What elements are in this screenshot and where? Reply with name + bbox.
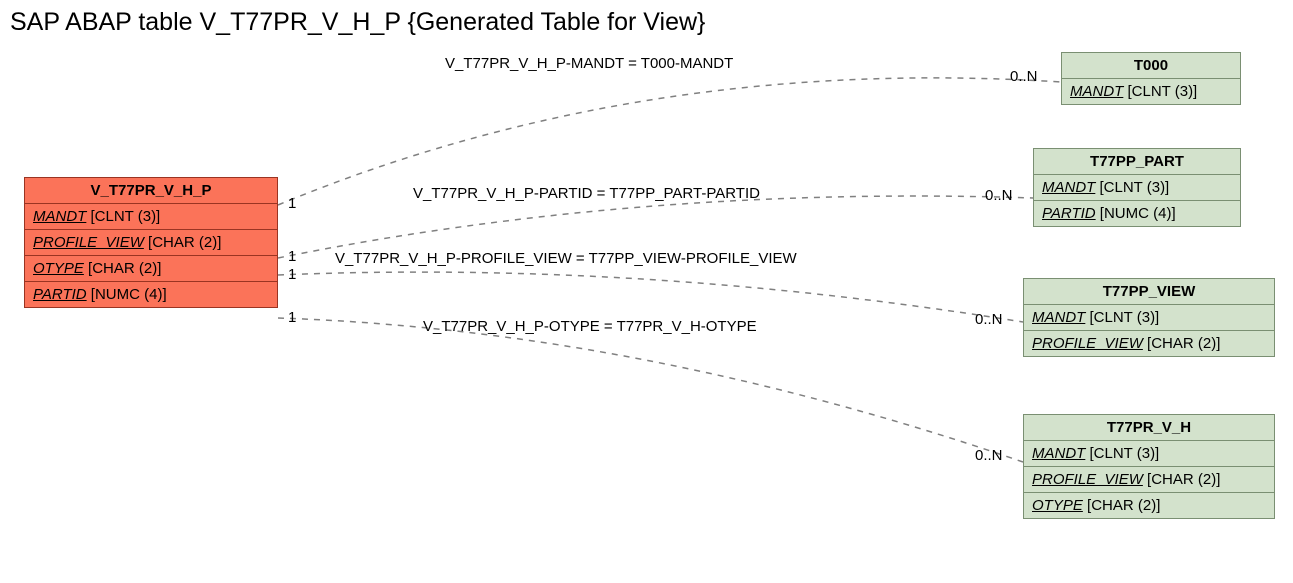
field-type: [CLNT (3)] <box>86 208 160 225</box>
entity-field: PROFILE_VIEW [CHAR (2)] <box>25 230 277 256</box>
field-type: [NUMC (4)] <box>1096 205 1176 222</box>
cardinality-target: 0..N <box>975 447 1003 464</box>
cardinality-source: 1 <box>288 309 296 326</box>
cardinality-source: 1 <box>288 266 296 283</box>
relationship-edge <box>278 318 1023 462</box>
field-name: PROFILE_VIEW <box>33 234 144 251</box>
field-type: [CLNT (3)] <box>1085 309 1159 326</box>
entity-field: PROFILE_VIEW [CHAR (2)] <box>1024 467 1274 493</box>
entity-field: PARTID [NUMC (4)] <box>25 282 277 307</box>
field-type: [CHAR (2)] <box>1143 471 1221 488</box>
entity-header: T77PP_PART <box>1034 149 1240 175</box>
field-type: [CHAR (2)] <box>1083 497 1161 514</box>
relationship-label: V_T77PR_V_H_P-PROFILE_VIEW = T77PP_VIEW-… <box>335 250 797 267</box>
relationship-edge <box>278 196 1033 258</box>
entity-field: OTYPE [CHAR (2)] <box>1024 493 1274 518</box>
relationship-edge <box>278 272 1023 322</box>
entity-field: MANDT [CLNT (3)] <box>1062 79 1240 104</box>
relationship-label: V_T77PR_V_H_P-OTYPE = T77PR_V_H-OTYPE <box>423 318 757 335</box>
entity-T000: T000MANDT [CLNT (3)] <box>1061 52 1241 105</box>
field-name: PARTID <box>33 286 87 303</box>
entity-field: PARTID [NUMC (4)] <box>1034 201 1240 226</box>
entity-field: OTYPE [CHAR (2)] <box>25 256 277 282</box>
field-type: [CLNT (3)] <box>1095 179 1169 196</box>
entity-T77PP_PART: T77PP_PARTMANDT [CLNT (3)]PARTID [NUMC (… <box>1033 148 1241 227</box>
entity-header: V_T77PR_V_H_P <box>25 178 277 204</box>
field-name: MANDT <box>1042 179 1095 196</box>
field-name: MANDT <box>1032 309 1085 326</box>
field-name: MANDT <box>1070 83 1123 100</box>
entity-field: MANDT [CLNT (3)] <box>1034 175 1240 201</box>
field-name: MANDT <box>33 208 86 225</box>
field-type: [CHAR (2)] <box>1143 335 1221 352</box>
entity-header: T77PP_VIEW <box>1024 279 1274 305</box>
cardinality-target: 0..N <box>985 187 1013 204</box>
field-name: OTYPE <box>1032 497 1083 514</box>
field-name: PROFILE_VIEW <box>1032 471 1143 488</box>
entity-field: PROFILE_VIEW [CHAR (2)] <box>1024 331 1274 356</box>
relationship-label: V_T77PR_V_H_P-PARTID = T77PP_PART-PARTID <box>413 185 760 202</box>
field-type: [CLNT (3)] <box>1123 83 1197 100</box>
entity-header: T000 <box>1062 53 1240 79</box>
field-type: [CHAR (2)] <box>84 260 162 277</box>
field-name: OTYPE <box>33 260 84 277</box>
cardinality-source: 1 <box>288 195 296 212</box>
field-name: PROFILE_VIEW <box>1032 335 1143 352</box>
entity-T77PR_V_H: T77PR_V_HMANDT [CLNT (3)]PROFILE_VIEW [C… <box>1023 414 1275 519</box>
cardinality-source: 1 <box>288 248 296 265</box>
entity-field: MANDT [CLNT (3)] <box>1024 305 1274 331</box>
field-type: [NUMC (4)] <box>87 286 167 303</box>
relationship-label: V_T77PR_V_H_P-MANDT = T000-MANDT <box>445 55 733 72</box>
field-type: [CLNT (3)] <box>1085 445 1159 462</box>
cardinality-target: 0..N <box>975 311 1003 328</box>
cardinality-target: 0..N <box>1010 68 1038 85</box>
field-name: MANDT <box>1032 445 1085 462</box>
entity-T77PP_VIEW: T77PP_VIEWMANDT [CLNT (3)]PROFILE_VIEW [… <box>1023 278 1275 357</box>
field-type: [CHAR (2)] <box>144 234 222 251</box>
entity-field: MANDT [CLNT (3)] <box>1024 441 1274 467</box>
entity-header: T77PR_V_H <box>1024 415 1274 441</box>
entity-field: MANDT [CLNT (3)] <box>25 204 277 230</box>
field-name: PARTID <box>1042 205 1096 222</box>
entity-V_T77PR_V_H_P: V_T77PR_V_H_PMANDT [CLNT (3)]PROFILE_VIE… <box>24 177 278 308</box>
